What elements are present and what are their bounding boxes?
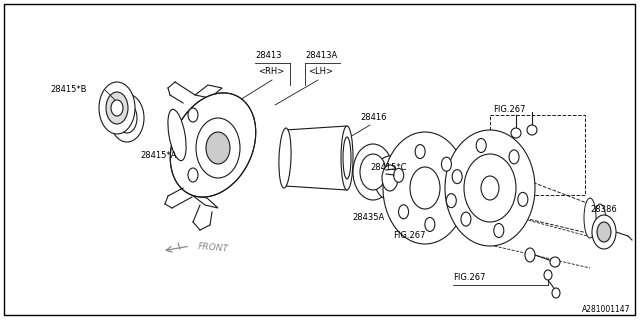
Ellipse shape: [110, 94, 144, 142]
Ellipse shape: [279, 128, 291, 188]
Ellipse shape: [527, 125, 537, 135]
Polygon shape: [385, 170, 395, 174]
Ellipse shape: [494, 223, 504, 237]
Text: A281001147: A281001147: [582, 306, 630, 315]
Ellipse shape: [425, 217, 435, 231]
Ellipse shape: [99, 82, 135, 134]
Text: FIG.267: FIG.267: [453, 274, 486, 283]
Ellipse shape: [597, 222, 611, 242]
Ellipse shape: [525, 248, 535, 262]
Ellipse shape: [442, 157, 451, 171]
Polygon shape: [192, 195, 218, 208]
Ellipse shape: [446, 194, 456, 208]
Ellipse shape: [481, 176, 499, 200]
Text: 28435A: 28435A: [352, 213, 384, 222]
Text: 28413: 28413: [255, 51, 282, 60]
Ellipse shape: [117, 103, 137, 133]
Ellipse shape: [544, 270, 552, 280]
Ellipse shape: [168, 109, 186, 161]
Ellipse shape: [415, 145, 425, 159]
Ellipse shape: [341, 126, 353, 190]
Text: FIG.267: FIG.267: [393, 230, 426, 239]
Ellipse shape: [196, 118, 240, 178]
Text: <RH>: <RH>: [258, 68, 284, 76]
Ellipse shape: [111, 100, 123, 116]
Text: 28415*A: 28415*A: [140, 150, 177, 159]
Ellipse shape: [552, 288, 560, 298]
Ellipse shape: [509, 150, 519, 164]
Ellipse shape: [374, 156, 406, 200]
Polygon shape: [285, 126, 347, 190]
Ellipse shape: [452, 170, 462, 184]
Ellipse shape: [511, 128, 521, 138]
Ellipse shape: [550, 257, 560, 267]
Text: 28386: 28386: [590, 205, 617, 214]
Polygon shape: [170, 93, 256, 197]
Text: 28413A: 28413A: [305, 51, 337, 60]
Ellipse shape: [518, 192, 528, 206]
Ellipse shape: [461, 212, 471, 226]
Ellipse shape: [592, 215, 616, 249]
Ellipse shape: [394, 168, 404, 182]
Bar: [490, 115, 585, 195]
Ellipse shape: [188, 108, 198, 122]
Text: 28415*B: 28415*B: [50, 85, 86, 94]
Ellipse shape: [410, 167, 440, 209]
Ellipse shape: [399, 205, 408, 219]
Ellipse shape: [188, 168, 198, 182]
Ellipse shape: [445, 130, 535, 246]
Ellipse shape: [343, 137, 351, 179]
Ellipse shape: [383, 132, 467, 244]
Ellipse shape: [360, 154, 386, 190]
Ellipse shape: [464, 154, 516, 222]
Ellipse shape: [476, 139, 486, 153]
Ellipse shape: [106, 92, 128, 124]
Ellipse shape: [206, 132, 230, 164]
Ellipse shape: [353, 144, 393, 200]
Ellipse shape: [584, 198, 596, 238]
Text: FIG.267: FIG.267: [493, 106, 525, 115]
Polygon shape: [195, 85, 222, 98]
Text: <LH>: <LH>: [308, 68, 333, 76]
Ellipse shape: [382, 165, 398, 191]
Text: 28416: 28416: [360, 114, 387, 123]
Text: FRONT: FRONT: [198, 242, 229, 254]
Ellipse shape: [594, 204, 606, 240]
Text: 28415*C: 28415*C: [370, 164, 406, 172]
